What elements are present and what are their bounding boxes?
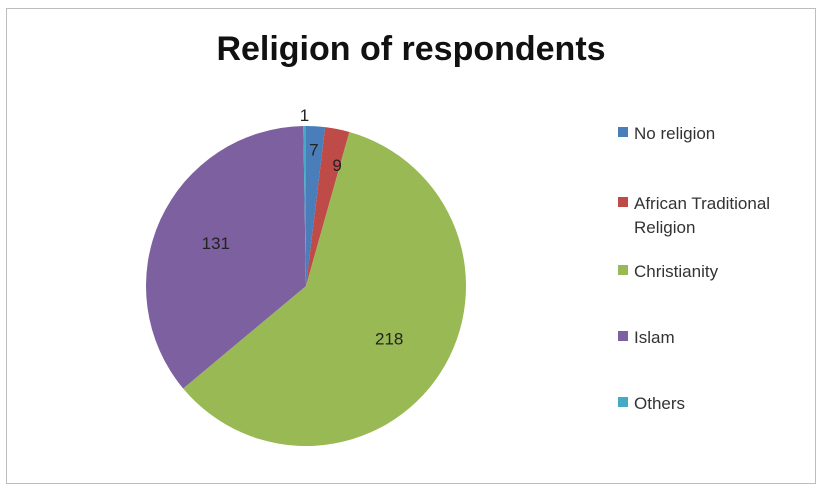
- legend-swatch: [618, 331, 628, 341]
- pie-slice-others: [303, 125, 306, 286]
- data-label-christianity: 218: [375, 329, 403, 348]
- legend-swatch: [618, 397, 628, 407]
- legend-label: No religion: [634, 124, 716, 143]
- pie-slices: [146, 125, 467, 447]
- pie-slice-islam: [146, 126, 306, 389]
- data-label-others: 1: [300, 106, 309, 125]
- pie-slice-christianity: [183, 132, 467, 447]
- legend-label: Islam: [634, 328, 675, 347]
- legend-item-no-religion: No religion: [618, 122, 715, 146]
- data-label-islam: 131: [202, 234, 230, 253]
- legend-swatch: [618, 127, 628, 137]
- legend-swatch: [618, 265, 628, 275]
- legend-label: Others: [634, 394, 686, 413]
- legend-label: Christianity: [634, 262, 719, 281]
- data-label-no-religion: 7: [309, 140, 318, 159]
- data-label-african-traditional-religion: 9: [332, 156, 341, 175]
- legend-label: African Traditional Religion: [634, 194, 771, 237]
- legend-item-christianity: Christianity: [618, 260, 718, 284]
- chart-title: Religion of respondents: [216, 30, 606, 68]
- legend-item-others: Others: [618, 392, 685, 416]
- pie-slice-african-traditional-religion: [306, 127, 350, 287]
- legend-item-islam: Islam: [618, 326, 675, 350]
- pie-data-labels: 79 218 131 1: [202, 106, 404, 349]
- pie-slice-no-religion: [306, 125, 326, 286]
- legend-item-african-traditional-religion: African Traditional Religion: [618, 192, 814, 240]
- legend-swatch: [618, 197, 628, 207]
